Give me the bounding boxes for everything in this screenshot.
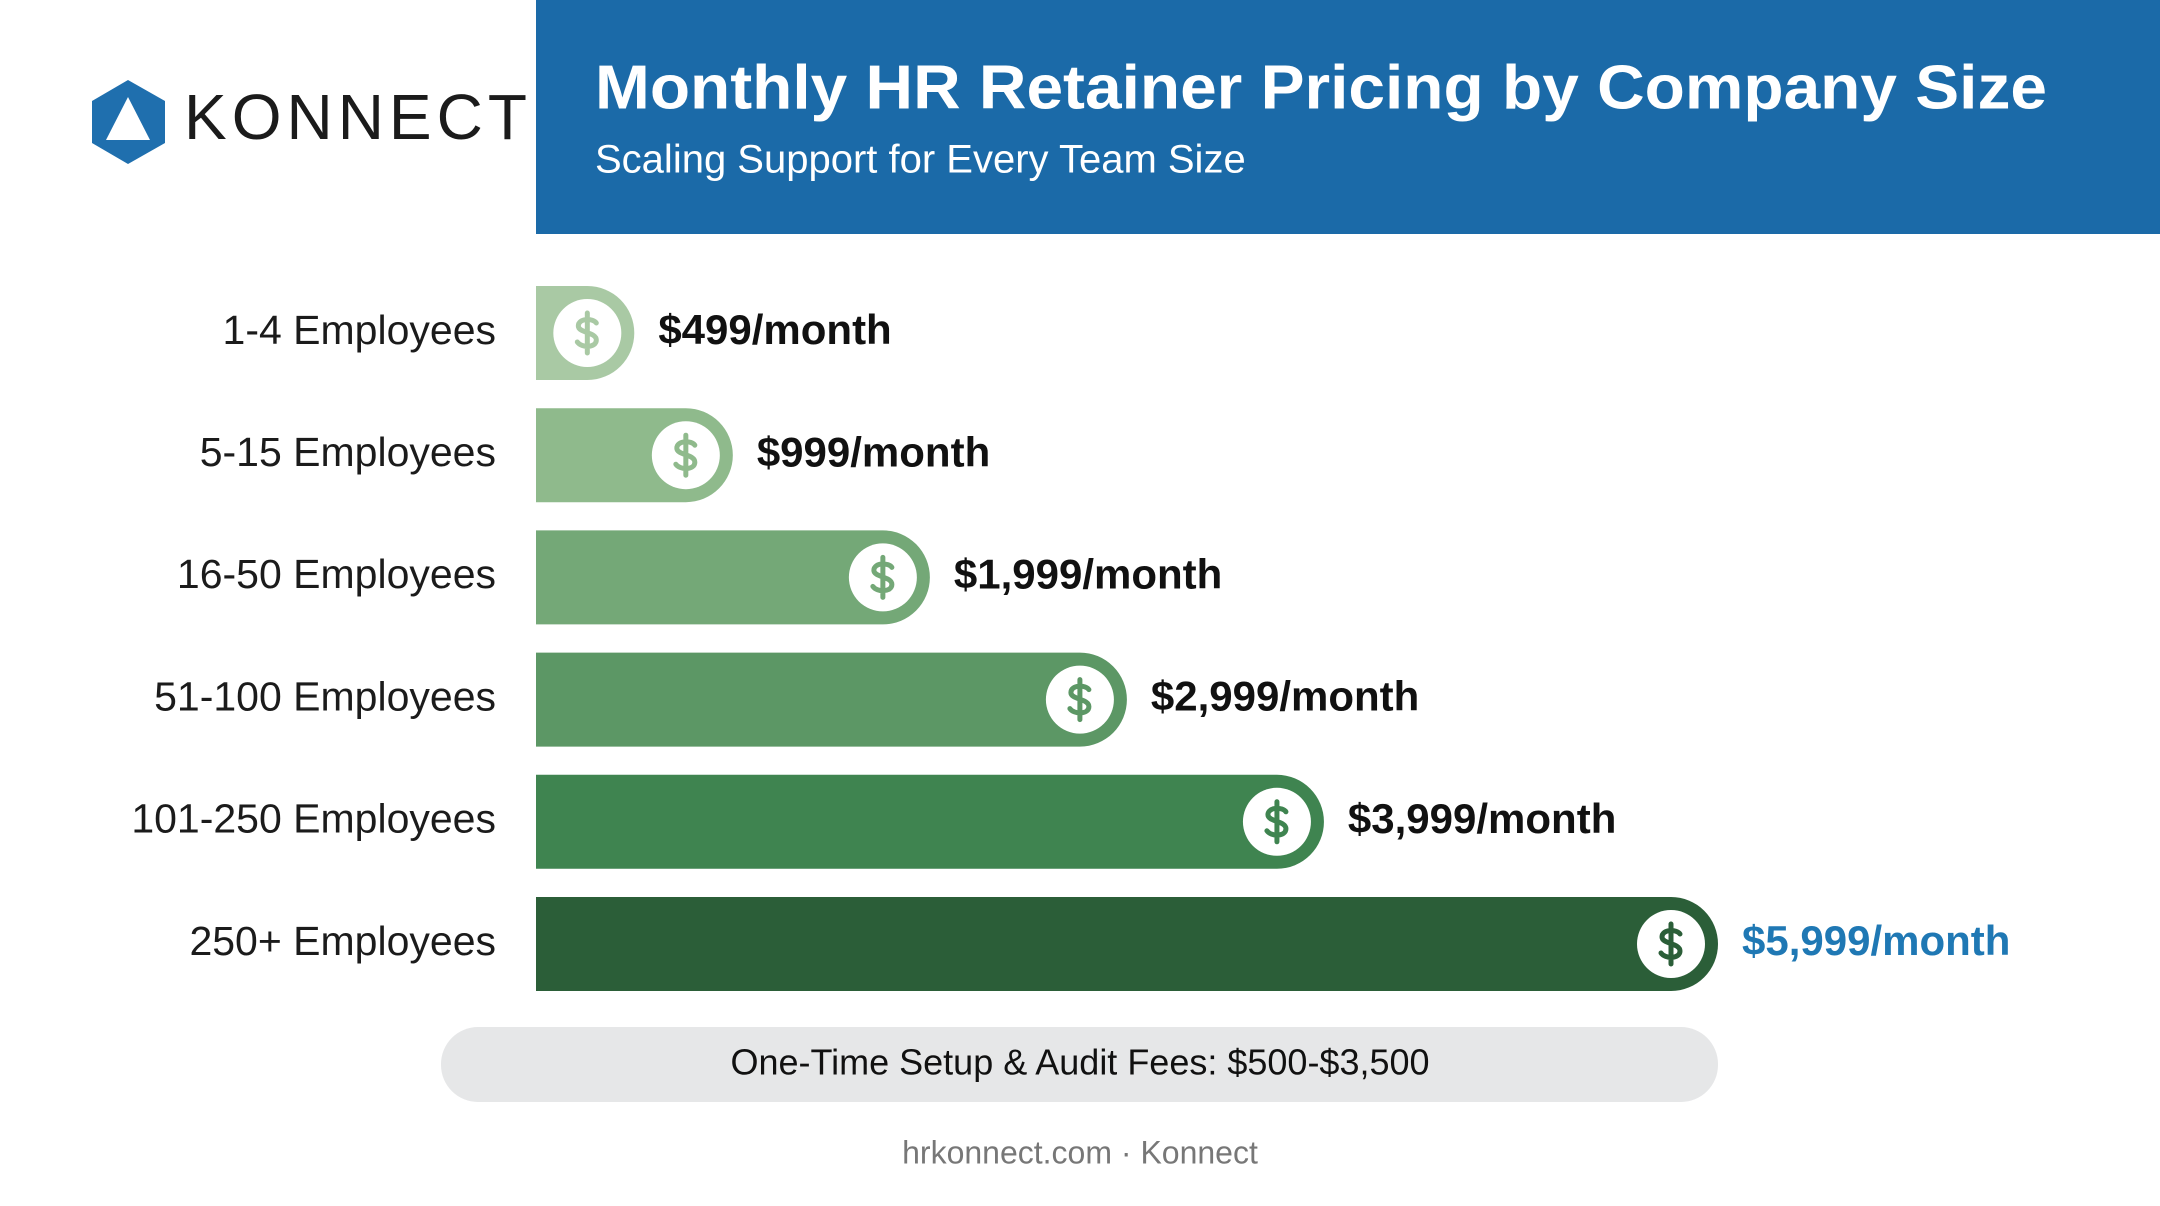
logo-text: KONNECT: [184, 81, 532, 153]
bar: [536, 774, 1324, 869]
bars: 1-4 Employees $499/month 5-15 Employees $99…: [131, 286, 2010, 991]
y-tick-label: 16-50 Employees: [177, 551, 496, 597]
bar: [536, 652, 1127, 747]
note-pill: [441, 1027, 1718, 1102]
bar: [536, 897, 1718, 991]
bar: [536, 530, 930, 625]
y-tick-label: 5-15 Employees: [200, 429, 496, 475]
value-label: $999/month: [757, 428, 990, 475]
header-band: [536, 0, 2160, 234]
value-label: $3,999/month: [1348, 795, 1616, 842]
chart-subtitle: Scaling Support for Every Team Size: [595, 138, 1246, 182]
value-label: $5,999/month: [1742, 917, 2010, 964]
y-tick-label: 101-250 Employees: [131, 796, 496, 842]
value-label: $499/month: [658, 306, 891, 353]
chart-title: Monthly HR Retainer Pricing by Company S…: [595, 53, 2047, 122]
logo-icon-inner: [106, 97, 150, 140]
y-tick-label: 250+ Employees: [189, 918, 496, 964]
y-tick-label: 51-100 Employees: [154, 673, 496, 719]
value-label: $1,999/month: [954, 550, 1222, 597]
logo: KONNECT: [92, 80, 532, 164]
footer: hrkonnect.com · Konnect: [902, 1134, 1258, 1170]
value-label: $2,999/month: [1151, 673, 1419, 720]
note: One-Time Setup & Audit Fees: $500-$3,500: [730, 1042, 1429, 1083]
y-tick-label: 1-4 Employees: [223, 307, 496, 353]
